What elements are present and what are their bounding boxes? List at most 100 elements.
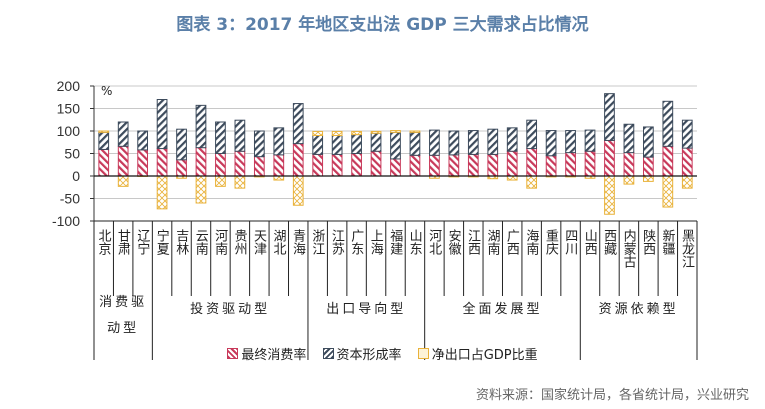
legend-label: 净出口占GDP比重: [431, 348, 538, 363]
category-label: 广东: [348, 229, 364, 255]
legend-item-net-export: 净出口占GDP比重: [417, 344, 538, 363]
category-label: 天津: [251, 229, 267, 255]
capital-bar: [390, 131, 401, 160]
net-export-bar: [273, 175, 285, 181]
consumption-bar: [273, 154, 285, 177]
category-label: 山西: [581, 229, 597, 255]
category-label: 辽宁: [134, 229, 150, 255]
category-label: 上海: [367, 229, 383, 255]
category-label: 吉林: [173, 229, 189, 255]
category-label: 云南: [192, 229, 208, 255]
capital-bar: [506, 127, 518, 152]
category-label: 黑龙江: [678, 229, 694, 268]
y-tick-label: 0: [72, 168, 80, 184]
consumption-bar: [390, 158, 401, 177]
net-export-bar: [506, 175, 518, 181]
consumption-bar: [176, 159, 187, 177]
group-label: 投资驱动型: [190, 302, 271, 317]
category-label: 安徽: [445, 229, 461, 255]
consumption-bar: [506, 150, 518, 177]
consumption-bar: [370, 150, 382, 177]
net-export-bar: [292, 175, 304, 206]
net-export-bar: [156, 175, 168, 210]
net-export-bar: [351, 130, 362, 136]
consumption-bar: [565, 152, 576, 177]
category-label: 甘肃: [114, 229, 130, 255]
capital-bar: [643, 126, 654, 158]
net-export-bar: [98, 130, 110, 133]
category-label: 湖南: [484, 229, 500, 255]
category-label: 广西: [503, 229, 519, 255]
category-label: 北京: [95, 229, 111, 255]
net-export-bar: [195, 175, 207, 204]
legend: 最终消费率 资本形成率 净出口占GDP比重: [0, 344, 765, 363]
net-export-bar: [234, 175, 246, 189]
consumption-bar: [409, 154, 421, 177]
net-export-bar: [409, 130, 421, 133]
capital-bar: [156, 99, 168, 150]
capital-bar: [681, 119, 693, 149]
capital-bar: [351, 134, 362, 155]
capital-bar: [487, 128, 499, 155]
consumption-bar: [604, 139, 615, 177]
capital-bar: [253, 130, 265, 158]
consumption-bar: [253, 156, 265, 177]
chart-title: 图表 3：2017 年地区支出法 GDP 三大需求占比情况: [176, 15, 589, 35]
y-tick-label: 100: [57, 123, 81, 139]
capital-bar: [429, 129, 440, 156]
category-label: 内蒙古: [620, 229, 636, 268]
capital-bar: [331, 135, 343, 155]
net-export-bar: [390, 130, 401, 133]
consumption-bar: [117, 145, 129, 177]
group-label: 消费驱动型: [99, 295, 148, 336]
category-label: 青海: [289, 229, 305, 255]
category-label: 重庆: [542, 229, 558, 255]
category-label: 湖北: [270, 229, 286, 255]
consumption-bar: [98, 148, 110, 177]
group-label: 出口导向型: [326, 302, 407, 317]
group-label: 资源依赖型: [598, 302, 679, 317]
consumption-bar: [681, 147, 693, 177]
capital-bar: [117, 121, 129, 147]
net-export-bar: [623, 175, 635, 185]
consumption-bar: [467, 153, 479, 177]
category-label: 宁夏: [153, 229, 169, 255]
category-label: 山东: [406, 229, 422, 255]
net-export-bar: [681, 175, 693, 189]
capital-swatch-icon: [322, 348, 334, 359]
net-export-bar: [117, 175, 129, 187]
category-label: 浙江: [309, 229, 325, 255]
capital-bar: [545, 130, 557, 157]
consumption-bar: [312, 153, 324, 177]
consumption-bar: [215, 153, 226, 177]
category-label: 贵州: [231, 229, 247, 255]
capital-bar: [448, 130, 460, 156]
capital-bar: [623, 123, 635, 154]
legend-item-consumption: 最终消费率: [227, 344, 306, 363]
consumption-bar: [234, 150, 246, 177]
capital-bar: [584, 129, 596, 152]
capital-bar: [565, 130, 576, 154]
consumption-bar: [156, 148, 168, 177]
category-label: 西藏: [601, 229, 617, 255]
capital-bar: [234, 119, 246, 152]
capital-bar: [176, 128, 187, 161]
legend-label: 资本形成率: [336, 348, 402, 363]
net-export-bar: [643, 175, 654, 182]
consumption-bar: [195, 147, 207, 177]
capital-bar: [215, 121, 226, 154]
net-export-bar: [662, 175, 674, 208]
consumption-bar: [331, 153, 343, 177]
capital-bar: [98, 131, 110, 150]
capital-bar: [137, 130, 148, 151]
capital-bar: [195, 104, 207, 149]
source-note: 资料来源：国家统计局，各省统计局，兴业研究: [475, 388, 749, 403]
category-label: 陕西: [640, 229, 656, 255]
category-label: 江苏: [328, 229, 344, 255]
consumption-bar: [448, 154, 460, 177]
consumption-bar: [487, 153, 499, 177]
unit-label: %: [101, 84, 113, 98]
legend-item-capital: 资本形成率: [322, 344, 402, 363]
y-tick-label: 200: [57, 78, 81, 94]
